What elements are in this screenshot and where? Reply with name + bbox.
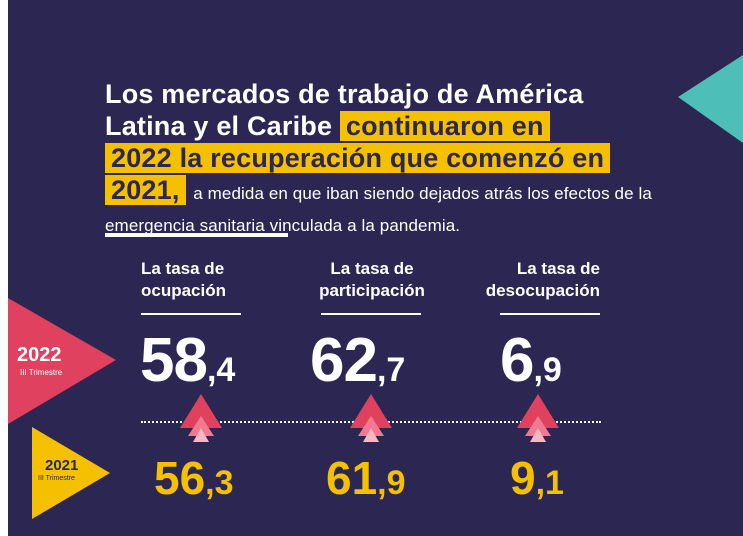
marker-2021-triangle-icon	[32, 427, 110, 519]
value-2021-desocupacion: 9,1	[510, 455, 564, 506]
label-participacion-line1: La tasa de	[330, 259, 414, 278]
value-2021-desocupacion-dec: ,1	[535, 464, 564, 502]
value-2022-desocupacion-int: 6	[500, 326, 534, 395]
headline-rule	[105, 233, 288, 237]
highlight-recuperacion: 2022 la recuperación que comenzó en	[105, 143, 611, 173]
value-2021-desocupacion-int: 9	[510, 452, 536, 504]
value-2022-ocupacion-int: 58	[140, 326, 208, 395]
value-2021-participacion-int: 61	[326, 452, 378, 504]
label-participacion: La tasa de participación	[305, 258, 439, 302]
value-2021-participacion: 61,9	[326, 455, 406, 506]
up-arrow-desocupacion-icon	[517, 394, 559, 442]
value-2021-ocupacion-dec: ,3	[205, 464, 234, 502]
label-desocupacion-line2: desocupación	[485, 281, 600, 300]
underline-desocupacion	[500, 313, 600, 315]
headline: Los mercados de trabajo de América Latin…	[105, 78, 665, 238]
label-ocupacion: La tasa de ocupación	[141, 258, 226, 302]
headline-subtext: a medida en que iban siendo dejados atrá…	[105, 184, 652, 235]
value-2022-desocupacion-dec: ,9	[533, 351, 562, 389]
infographic-panel: Los mercados de trabajo de América Latin…	[8, 0, 743, 536]
teal-triangle-icon	[678, 55, 743, 143]
label-ocupacion-line1: La tasa de	[141, 259, 225, 278]
value-2022-ocupacion-dec: ,4	[206, 351, 236, 389]
value-2022-ocupacion: 58,4	[140, 330, 235, 401]
value-2021-ocupacion: 56,3	[154, 455, 234, 506]
highlight-year-2021: 2021,	[105, 175, 186, 205]
quarter-2022: III Trimestre	[20, 368, 63, 377]
year-2021: 2021	[45, 457, 79, 474]
quarter-2021: III Trimestre	[38, 475, 75, 482]
label-desocupacion: La tasa de desocupación	[460, 258, 600, 302]
underline-participacion	[321, 313, 421, 315]
underline-ocupacion	[141, 313, 241, 315]
up-arrow-participacion-icon	[350, 394, 392, 442]
label-participacion-line2: participación	[319, 281, 425, 300]
headline-line2: Latina y el Caribe	[105, 111, 333, 141]
value-2022-participacion-int: 62	[310, 326, 378, 395]
headline-line1: Los mercados de trabajo de América	[105, 79, 584, 109]
highlight-continuaron: continuaron en	[339, 111, 550, 141]
marker-2022-triangle-icon	[8, 298, 116, 424]
value-2022-participacion-dec: ,7	[376, 351, 406, 389]
value-2021-ocupacion-int: 56	[154, 452, 206, 504]
value-2022-desocupacion: 6,9	[500, 330, 562, 401]
up-arrow-ocupacion-icon	[180, 394, 222, 442]
label-desocupacion-line1: La tasa de	[516, 259, 600, 278]
value-2022-participacion: 62,7	[310, 330, 405, 401]
label-ocupacion-line2: ocupación	[141, 281, 227, 300]
value-2021-participacion-dec: ,9	[377, 464, 406, 502]
year-2022: 2022	[17, 344, 62, 366]
